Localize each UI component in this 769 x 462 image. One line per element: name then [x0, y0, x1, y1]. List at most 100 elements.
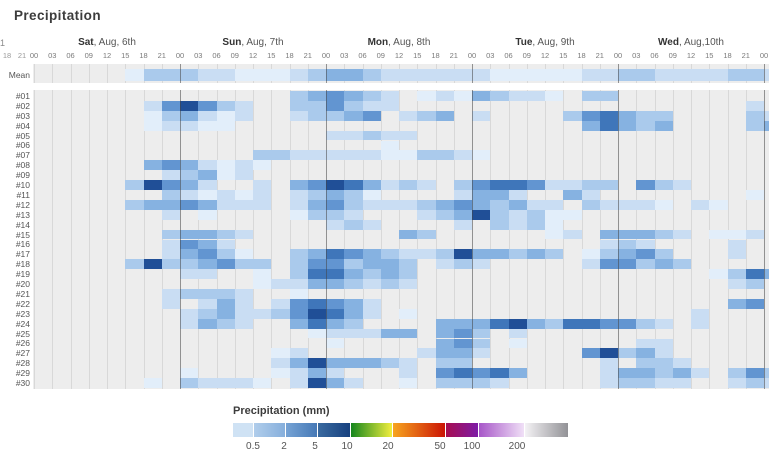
heatmap-cell[interactable] [289, 298, 308, 309]
heatmap-cell[interactable] [399, 249, 418, 260]
heatmap-cell[interactable] [563, 229, 582, 240]
heatmap-cell[interactable] [672, 259, 691, 270]
heatmap-cell[interactable] [453, 358, 472, 369]
heatmap-cell[interactable] [161, 259, 180, 270]
heatmap-cell[interactable] [508, 249, 527, 260]
heatmap-cell[interactable] [344, 110, 363, 121]
heatmap-cell[interactable] [618, 229, 637, 240]
heatmap-cell[interactable] [764, 120, 769, 131]
heatmap-cell[interactable] [399, 328, 418, 339]
heatmap-cell[interactable] [234, 160, 253, 171]
heatmap-cell[interactable] [234, 110, 253, 121]
heatmap-cell[interactable] [545, 91, 564, 101]
heatmap-cell[interactable] [654, 338, 673, 349]
heatmap-cell[interactable] [490, 318, 509, 329]
heatmap-cell[interactable] [417, 249, 436, 260]
heatmap-cell[interactable] [472, 348, 491, 359]
heatmap-cell[interactable] [526, 91, 545, 101]
heatmap-cell[interactable] [472, 328, 491, 339]
heatmap-cell[interactable] [581, 259, 600, 270]
heatmap-cell[interactable] [289, 368, 308, 379]
heatmap-cell[interactable] [581, 348, 600, 359]
heatmap-cell[interactable] [472, 318, 491, 329]
heatmap-cell[interactable] [234, 298, 253, 309]
heatmap-cell[interactable] [654, 229, 673, 240]
heatmap-cell[interactable] [143, 100, 162, 111]
heatmap-cell[interactable] [545, 180, 564, 190]
heatmap-cell[interactable] [618, 110, 637, 121]
heatmap-cell[interactable] [545, 229, 564, 240]
heatmap-cell[interactable] [180, 318, 199, 329]
heatmap-cell[interactable] [545, 209, 564, 220]
heatmap-cell[interactable] [234, 199, 253, 210]
heatmap-cell[interactable] [307, 368, 326, 379]
heatmap-cell[interactable] [618, 348, 637, 359]
heatmap-cell[interactable] [198, 308, 217, 319]
heatmap-cell[interactable] [453, 378, 472, 388]
heatmap-cell[interactable] [599, 249, 618, 260]
heatmap-cell[interactable] [307, 180, 326, 190]
heatmap-cell[interactable] [435, 150, 454, 161]
heatmap-cell[interactable] [599, 180, 618, 190]
heatmap-cell[interactable] [745, 378, 764, 388]
heatmap-cell[interactable] [691, 69, 710, 81]
heatmap-cell[interactable] [618, 249, 637, 260]
heatmap-cell[interactable] [216, 190, 235, 200]
heatmap-cell[interactable] [581, 120, 600, 131]
heatmap-cell[interactable] [508, 209, 527, 220]
heatmap-cell[interactable] [307, 318, 326, 329]
heatmap-cell[interactable] [125, 69, 144, 81]
heatmap-cell[interactable] [326, 209, 345, 220]
heatmap-cell[interactable] [453, 219, 472, 230]
heatmap-cell[interactable] [216, 170, 235, 181]
heatmap-cell[interactable] [453, 368, 472, 379]
heatmap-cell[interactable] [435, 209, 454, 220]
heatmap-cell[interactable] [362, 249, 381, 260]
heatmap-cell[interactable] [198, 298, 217, 309]
heatmap-cell[interactable] [307, 269, 326, 280]
heatmap-cell[interactable] [344, 219, 363, 230]
heatmap-cell[interactable] [490, 69, 509, 81]
heatmap-cell[interactable] [472, 199, 491, 210]
heatmap-cell[interactable] [636, 239, 655, 250]
heatmap-cell[interactable] [326, 259, 345, 270]
heatmap-cell[interactable] [234, 318, 253, 329]
heatmap-cell[interactable] [198, 180, 217, 190]
heatmap-cell[interactable] [180, 289, 199, 299]
heatmap-cell[interactable] [727, 269, 746, 280]
heatmap-cell[interactable] [271, 298, 290, 309]
heatmap-cell[interactable] [453, 150, 472, 161]
heatmap-cell[interactable] [344, 199, 363, 210]
heatmap-cell[interactable] [654, 259, 673, 270]
heatmap-cell[interactable] [326, 150, 345, 161]
heatmap-cell[interactable] [344, 180, 363, 190]
heatmap-cell[interactable] [344, 150, 363, 161]
heatmap-cell[interactable] [654, 110, 673, 121]
heatmap-cell[interactable] [490, 219, 509, 230]
heatmap-cell[interactable] [654, 69, 673, 81]
heatmap-cell[interactable] [636, 69, 655, 81]
heatmap-cell[interactable] [216, 318, 235, 329]
heatmap-cell[interactable] [453, 259, 472, 270]
heatmap-cell[interactable] [289, 69, 308, 81]
heatmap-cell[interactable] [216, 69, 235, 81]
heatmap-cell[interactable] [362, 130, 381, 141]
heatmap-cell[interactable] [216, 229, 235, 240]
heatmap-cell[interactable] [709, 199, 728, 210]
heatmap-cell[interactable] [380, 328, 399, 339]
heatmap-cell[interactable] [380, 358, 399, 369]
heatmap-cell[interactable] [417, 229, 436, 240]
heatmap-cell[interactable] [380, 180, 399, 190]
heatmap-cell[interactable] [764, 69, 769, 81]
heatmap-cell[interactable] [563, 69, 582, 81]
heatmap-cell[interactable] [198, 120, 217, 131]
heatmap-cell[interactable] [581, 110, 600, 121]
heatmap-cell[interactable] [745, 190, 764, 200]
heatmap-cell[interactable] [380, 150, 399, 161]
heatmap-cell[interactable] [344, 318, 363, 329]
heatmap-cell[interactable] [216, 308, 235, 319]
heatmap-cell[interactable] [727, 378, 746, 388]
heatmap-cell[interactable] [289, 308, 308, 319]
heatmap-cell[interactable] [271, 308, 290, 319]
heatmap-cell[interactable] [417, 150, 436, 161]
